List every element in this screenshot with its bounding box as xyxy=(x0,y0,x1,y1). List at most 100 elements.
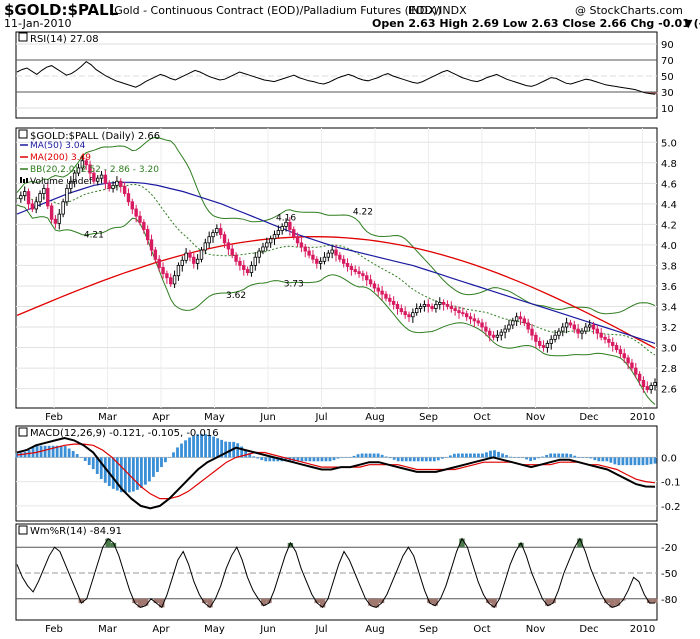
macd-histogram-bar xyxy=(653,457,657,464)
macd-histogram-bar xyxy=(396,457,400,462)
wmr-x-tick: Mar xyxy=(98,624,118,635)
macd-histogram-bar xyxy=(408,457,412,462)
macd-histogram-bar xyxy=(525,457,528,460)
candle-body xyxy=(238,260,242,266)
candle-body xyxy=(207,236,211,244)
candle-body xyxy=(322,256,327,262)
candle-body xyxy=(438,301,442,305)
candle-body xyxy=(30,203,35,210)
candle-body xyxy=(242,265,246,270)
macd-histogram-bar xyxy=(625,457,629,466)
candle-body xyxy=(572,324,576,330)
macd-histogram-bar xyxy=(91,457,95,470)
candle-body xyxy=(584,326,588,332)
macd-histogram-bar xyxy=(380,454,384,458)
wmr-x-tick: Nov xyxy=(526,624,546,635)
candle-body xyxy=(295,236,300,244)
candle-body xyxy=(407,314,411,318)
candle-body xyxy=(495,334,500,338)
candle-body xyxy=(403,311,407,316)
candle-body xyxy=(499,331,503,336)
macd-histogram-bar xyxy=(212,436,216,458)
candle-body xyxy=(265,242,269,248)
macd-histogram-bar xyxy=(352,455,356,458)
macd-histogram-bar xyxy=(489,450,492,458)
wmr-oversold-fill xyxy=(368,598,374,606)
macd-histogram-bar xyxy=(43,445,47,458)
candle-body xyxy=(318,260,323,264)
candle-body xyxy=(445,304,450,307)
price-tick-label: 5.0 xyxy=(661,138,677,149)
wmr-oversold-fill xyxy=(201,598,208,604)
macd-histogram-bar xyxy=(240,446,244,458)
macd-histogram-bar xyxy=(513,457,516,458)
macd-histogram-bar xyxy=(505,455,508,458)
macd-histogram-bar xyxy=(296,457,300,462)
candle-body xyxy=(96,177,100,182)
macd-histogram-bar xyxy=(284,457,288,462)
candle-body xyxy=(49,205,54,220)
candle-body xyxy=(511,320,515,326)
price-title-group: $GOLD:$PALL (Daily) 2.66 xyxy=(18,129,160,142)
rsi-tick-label: 10 xyxy=(661,104,674,115)
wmr-oversold-fill xyxy=(545,598,551,606)
candle-body xyxy=(334,249,338,256)
candle-body xyxy=(376,287,380,292)
candle-body xyxy=(614,345,619,351)
macd-histogram-bar xyxy=(123,457,127,493)
price-title-box xyxy=(18,129,28,139)
candle-body xyxy=(203,242,208,251)
macd-histogram-bar xyxy=(328,457,332,462)
macd-histogram-bar xyxy=(465,453,468,458)
wmr-oversold-fill xyxy=(614,598,621,606)
macd-histogram-bar xyxy=(160,457,163,468)
price-annotation: 3.73 xyxy=(284,280,304,290)
candle-body xyxy=(142,221,146,230)
candle-body xyxy=(430,306,434,309)
macd-histogram-bar xyxy=(545,454,549,458)
price-x-tick: Oct xyxy=(473,412,490,423)
wmr-x-tick: Jul xyxy=(314,624,327,635)
candle-body xyxy=(222,234,227,244)
macd-histogram-bar xyxy=(204,434,207,458)
macd-histogram-bar xyxy=(135,457,139,490)
candle-body xyxy=(299,242,304,248)
macd-histogram-bar xyxy=(497,451,500,458)
quote-arrow-icon: ▼ xyxy=(684,17,693,30)
macd-histogram-bar xyxy=(533,457,537,460)
macd-histogram-bar xyxy=(404,457,408,462)
candle-body xyxy=(380,290,384,295)
wmr-oversold-fill xyxy=(486,598,492,604)
wmr-oversold-fill xyxy=(604,598,610,604)
candle-body xyxy=(561,326,565,332)
candle-body xyxy=(315,258,319,264)
candle-body xyxy=(280,226,284,231)
wmr-oversold-fill xyxy=(266,598,272,604)
macd-histogram-bar xyxy=(192,435,195,458)
candle-body xyxy=(69,180,73,189)
macd-histogram-bar xyxy=(111,457,115,489)
macd-histogram-bar xyxy=(67,448,71,458)
macd-layer: 0.0 -0.1 -0.2 xyxy=(15,434,681,513)
candle-body xyxy=(284,221,288,227)
candle-body xyxy=(257,250,261,258)
macd-histogram-bar xyxy=(87,457,91,466)
price-x-tick: Sep xyxy=(419,412,438,423)
macd-histogram-bar xyxy=(477,453,480,458)
wmr-oversold-fill xyxy=(550,598,556,604)
macd-histogram-bar xyxy=(581,457,585,458)
price-tick-label: 4.4 xyxy=(661,200,677,211)
wmr-tick-label: -80 xyxy=(661,595,677,606)
macd-histogram-bar xyxy=(220,439,224,458)
candle-body xyxy=(341,258,346,264)
macd-histogram-bar xyxy=(83,457,87,461)
macd-histogram-bar xyxy=(529,457,533,462)
candle-body xyxy=(591,324,596,330)
wmr-tick-label: -50 xyxy=(661,569,677,580)
candle-body xyxy=(126,193,131,203)
candle-body xyxy=(626,357,630,364)
macd-histogram-bar xyxy=(432,457,436,462)
candle-body xyxy=(330,249,334,254)
price-tick-label: 3.6 xyxy=(661,282,677,293)
legend-volume-swatch-2 xyxy=(23,179,25,183)
